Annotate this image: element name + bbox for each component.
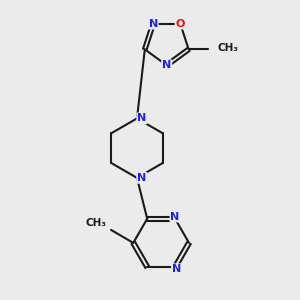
Text: N: N bbox=[148, 19, 158, 28]
Text: N: N bbox=[137, 113, 146, 123]
Text: N: N bbox=[162, 60, 171, 70]
Text: N: N bbox=[170, 212, 180, 221]
Text: CH₃: CH₃ bbox=[218, 43, 239, 53]
Text: N: N bbox=[172, 264, 181, 274]
Text: N: N bbox=[137, 173, 146, 183]
Text: O: O bbox=[176, 19, 185, 28]
Text: CH₃: CH₃ bbox=[85, 218, 106, 228]
